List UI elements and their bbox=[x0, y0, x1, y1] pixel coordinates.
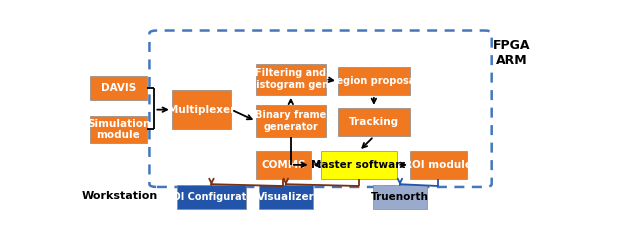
FancyBboxPatch shape bbox=[372, 185, 428, 209]
Text: Master software: Master software bbox=[311, 160, 407, 170]
Text: DAVIS: DAVIS bbox=[101, 83, 136, 93]
Text: FPGA
ARM: FPGA ARM bbox=[493, 39, 531, 67]
FancyBboxPatch shape bbox=[338, 108, 410, 136]
FancyBboxPatch shape bbox=[256, 105, 326, 137]
Text: Multiplexer: Multiplexer bbox=[168, 105, 235, 115]
FancyBboxPatch shape bbox=[90, 76, 147, 100]
FancyBboxPatch shape bbox=[256, 151, 310, 179]
Text: Filtering and
Histogram gen.: Filtering and Histogram gen. bbox=[248, 69, 333, 90]
FancyBboxPatch shape bbox=[338, 67, 410, 95]
FancyBboxPatch shape bbox=[177, 185, 246, 209]
Text: Tracking: Tracking bbox=[349, 117, 399, 127]
FancyBboxPatch shape bbox=[172, 90, 231, 129]
Text: COMMS: COMMS bbox=[261, 160, 306, 170]
FancyBboxPatch shape bbox=[259, 185, 313, 209]
FancyBboxPatch shape bbox=[410, 151, 467, 179]
Text: ROI Configurator: ROI Configurator bbox=[165, 192, 258, 202]
Text: Workstation: Workstation bbox=[81, 191, 158, 201]
FancyBboxPatch shape bbox=[321, 151, 397, 179]
Text: Region proposal: Region proposal bbox=[329, 76, 419, 86]
Text: Binary frame
generator: Binary frame generator bbox=[255, 110, 326, 132]
Text: Truenorth: Truenorth bbox=[371, 192, 429, 202]
Text: Simulation
module: Simulation module bbox=[87, 119, 150, 140]
FancyBboxPatch shape bbox=[256, 64, 326, 95]
Text: ROI module: ROI module bbox=[404, 160, 472, 170]
FancyBboxPatch shape bbox=[90, 116, 147, 143]
Text: Visualizer: Visualizer bbox=[257, 192, 315, 202]
